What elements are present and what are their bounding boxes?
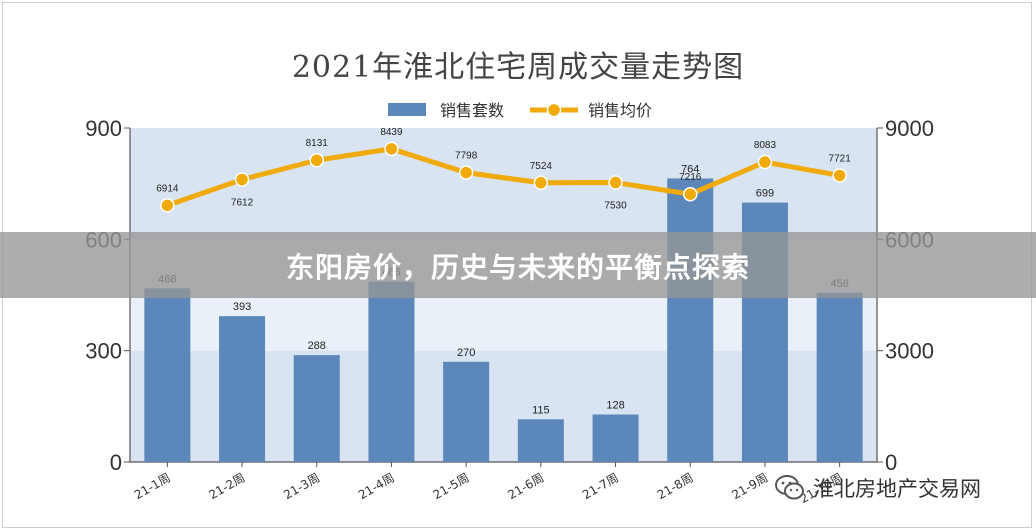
price-value-label: 8131 [306, 138, 329, 149]
price-line [166, 146, 841, 208]
price-point [234, 172, 250, 187]
bar [293, 355, 340, 462]
wechat-icon [775, 475, 804, 500]
price-value-label: 7721 [829, 153, 852, 164]
y-right-tick-label: 3000 [885, 339, 934, 364]
y-right-tick-label: 9000 [885, 116, 934, 141]
bar [517, 419, 564, 462]
bar [816, 292, 863, 462]
price-value-label: 7798 [455, 151, 478, 162]
legend-swatch-bar [388, 103, 426, 116]
price-value-label: 7612 [231, 198, 254, 209]
price-value-label: 8439 [380, 127, 403, 138]
bar [667, 178, 714, 462]
chart-title: 2021年淮北住宅周成交量走势图 [291, 50, 745, 85]
y-right-tick-label: 0 [885, 450, 897, 475]
price-point [757, 154, 773, 170]
bar-value-label: 128 [606, 399, 624, 411]
price-point [533, 175, 549, 191]
x-tick-label: 21-1周 [132, 470, 173, 502]
source-watermark: 淮北房地产交易网 [775, 473, 981, 503]
y-left-tick-label: 0 [110, 450, 122, 475]
price-point [683, 186, 698, 202]
x-tick-label: 21-4周 [356, 470, 397, 502]
price-point [832, 168, 847, 183]
price-point [384, 141, 399, 157]
bar [368, 281, 415, 462]
legend-label-bar: 销售套数 [440, 101, 504, 120]
x-tick-label: 21-8周 [655, 470, 696, 502]
price-value-label: 7524 [530, 161, 553, 172]
bar-value-label: 699 [756, 188, 774, 200]
y-left-tick-label: 900 [85, 116, 122, 141]
source-label: 淮北房地产交易网 [813, 477, 981, 501]
bar [144, 288, 191, 462]
x-tick-label: 21-9周 [729, 470, 770, 502]
y-left-tick-label: 300 [85, 339, 122, 364]
price-value-label: 8083 [754, 140, 777, 151]
x-tick-label: 21-2周 [207, 470, 248, 502]
price-value-label: 6914 [156, 183, 179, 194]
price-value-label: 7530 [604, 201, 627, 212]
x-tick-label: 21-5周 [431, 470, 472, 502]
x-tick-label: 21-3周 [281, 470, 322, 502]
price-value-label: 7216 [679, 172, 702, 183]
x-tick-label: 21-7周 [580, 470, 621, 502]
bar-value-label: 288 [308, 340, 326, 352]
bar [219, 316, 266, 462]
bar-value-label: 764 [681, 163, 699, 175]
bar-value-label: 115 [532, 404, 550, 416]
overlay-banner: 东阳房价，历史与未来的平衡点探索 [0, 232, 1036, 298]
bar [592, 414, 639, 462]
bar-value-label: 393 [233, 301, 251, 313]
legend-swatch-marker [546, 102, 562, 118]
bar [443, 361, 490, 462]
price-point [608, 175, 623, 190]
banner-title: 东阳房价，历史与未来的平衡点探索 [285, 251, 750, 284]
x-tick-label: 21-6周 [505, 470, 546, 502]
legend-label-line: 销售均价 [588, 101, 652, 120]
price-point [160, 198, 175, 213]
price-point [309, 152, 324, 168]
price-point [458, 165, 474, 180]
bar-value-label: 270 [457, 347, 475, 359]
